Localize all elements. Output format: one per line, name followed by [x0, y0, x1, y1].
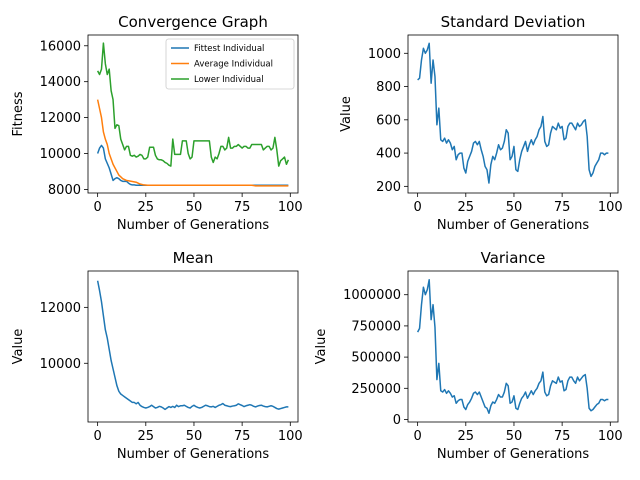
y-tick-label: 0	[393, 413, 401, 428]
axes-frame	[407, 34, 619, 194]
y-tick-label: 600	[376, 113, 401, 128]
y-tick-label: 500000	[351, 351, 401, 366]
x-tick-label: 0	[93, 200, 101, 215]
x-tick-label: 50	[506, 429, 523, 444]
subplot-3: 0 25 50 75 100 10000 12000 Mean Number of Genera…	[11, 249, 303, 462]
x-axis-label: Number of Generations	[437, 447, 590, 462]
x-tick-label: 75	[234, 200, 251, 215]
x-tick-label: 50	[186, 200, 203, 215]
y-tick-label: 750000	[351, 319, 401, 334]
y-tick-label: 250000	[351, 382, 401, 397]
subplots: 0 25 50 75 100800010000120001400016000Conver…	[11, 13, 623, 462]
chart-title: Mean	[173, 249, 214, 267]
y-tick-label: 10000	[40, 147, 81, 162]
x-tick-label: 75	[554, 200, 571, 215]
y-axis-label: Value	[339, 96, 354, 132]
y-tick-label: 10000	[40, 357, 81, 372]
subplot-2: 0 25 50 75 100 200 400 600 800 1000 Standard Devia…	[339, 13, 623, 233]
x-tick-label: 25	[458, 200, 475, 215]
x-tick-label: 50	[186, 429, 203, 444]
y-tick-label: 8000	[48, 183, 81, 198]
legend-label-3: Lower Individual	[194, 75, 264, 85]
y-tick-label: 400	[376, 147, 401, 162]
series-line-2	[96, 99, 289, 187]
x-tick-label: 25	[458, 429, 475, 444]
y-tick-label: 14000	[40, 75, 81, 90]
series-line-1	[417, 42, 609, 184]
y-tick-label: 16000	[40, 39, 81, 54]
legend-label-1: Fittest Individual	[194, 44, 264, 54]
x-tick-label: 0	[93, 429, 101, 444]
x-tick-label: 100	[598, 200, 623, 215]
x-tick-label: 100	[278, 429, 303, 444]
x-tick-label: 25	[138, 429, 155, 444]
series-line-3	[96, 42, 290, 167]
subplot-1: 0 25 50 75 100 8000 10000 12000 14000 16000 Conver…	[11, 13, 303, 233]
y-tick-label: 200	[376, 180, 401, 195]
y-tick-label: 1000000	[343, 288, 401, 303]
series-line-1	[416, 278, 609, 415]
series-line-1	[96, 280, 289, 411]
y-tick-label: 800	[376, 80, 401, 95]
y-axis-label: Value	[314, 329, 329, 365]
legend: Fittest Individual Average Individual Lowe…	[165, 38, 295, 90]
x-tick-label: 100	[278, 200, 303, 215]
y-axis-label: Fitness	[11, 91, 26, 136]
x-tick-label: 75	[234, 429, 251, 444]
x-tick-label: 75	[554, 429, 571, 444]
legend-box	[165, 38, 295, 90]
y-axis-label: Value	[11, 329, 26, 365]
x-tick-label: 100	[598, 429, 623, 444]
axes-frame	[87, 34, 299, 194]
y-tick-label: 12000	[40, 111, 81, 126]
x-tick-label: 25	[138, 200, 155, 215]
x-tick-label: 50	[506, 200, 523, 215]
y-tick-label: 12000	[40, 301, 81, 316]
x-axis-label: Number of Generations	[437, 218, 590, 233]
subplot-4: 0 25 50 75 100 0 250000 500000 750000 1000000 Vari…	[314, 249, 623, 462]
chart-title: Standard Deviation	[441, 13, 586, 31]
x-axis-label: Number of Generations	[117, 218, 270, 233]
chart-title: Convergence Graph	[118, 13, 268, 31]
legend-label-2: Average Individual	[194, 60, 273, 70]
x-axis-label: Number of Generations	[117, 447, 270, 462]
y-tick-label: 1000	[368, 47, 401, 62]
chart-title: Variance	[481, 249, 546, 267]
x-tick-label: 0	[413, 429, 421, 444]
x-tick-label: 0	[413, 200, 421, 215]
axes-frame	[87, 270, 299, 423]
axes-frame	[407, 270, 619, 423]
